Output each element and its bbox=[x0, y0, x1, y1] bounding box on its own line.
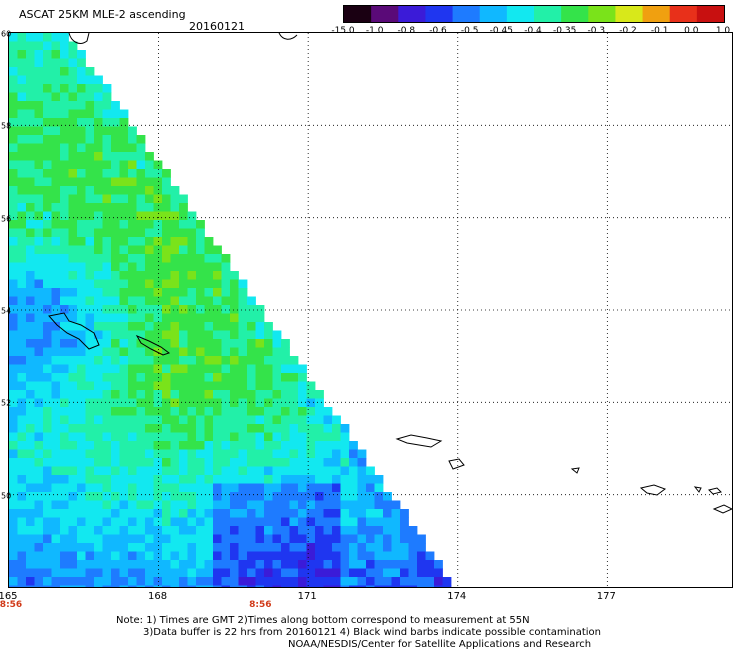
legend-label: 0.0 bbox=[684, 26, 699, 36]
color-scale-bar bbox=[343, 5, 725, 23]
product-title: ASCAT 25KM MLE-2 ascending bbox=[19, 8, 186, 21]
legend-swatch bbox=[534, 6, 562, 22]
time-label: 8:56 bbox=[249, 600, 272, 610]
legend-swatch bbox=[506, 6, 535, 22]
coastline-segment bbox=[395, 434, 443, 448]
legend-label: -0.8 bbox=[397, 26, 416, 36]
coastline-segment bbox=[570, 467, 580, 474]
coastline bbox=[48, 33, 732, 514]
legend-swatch bbox=[615, 6, 644, 22]
coastline-segment bbox=[448, 458, 465, 470]
legend-swatch bbox=[479, 6, 508, 22]
footer-note-3: NOAA/NESDIS/Center for Satellite Applica… bbox=[288, 639, 592, 650]
legend-swatch bbox=[425, 6, 454, 22]
longitude-label: 171 bbox=[297, 591, 317, 602]
product-date: 20160121 bbox=[189, 20, 245, 33]
longitude-label: 174 bbox=[447, 591, 467, 602]
swath-map bbox=[8, 32, 733, 588]
legend-label: -0.5 bbox=[460, 26, 479, 36]
latitude-label: 58 bbox=[1, 121, 12, 131]
legend-label: -0.2 bbox=[619, 26, 637, 36]
coastline-segment bbox=[693, 486, 702, 493]
legend-label: 1.0 bbox=[715, 26, 731, 36]
legend-swatch bbox=[344, 6, 372, 22]
legend-label: -0.1 bbox=[650, 26, 669, 36]
footer-note-1: Note: 1) Times are GMT 2)Times along bot… bbox=[116, 615, 530, 626]
legend-label: -0.3 bbox=[587, 26, 606, 36]
data-swath bbox=[9, 33, 452, 587]
legend-label: -0.45 bbox=[489, 26, 513, 36]
legend-swatch bbox=[588, 6, 616, 22]
legend-label: -1.0 bbox=[365, 26, 384, 36]
longitude-label: 177 bbox=[596, 591, 616, 602]
coastline-segment bbox=[48, 312, 100, 350]
legend-label: -0.35 bbox=[553, 26, 577, 36]
legend-label: -0.6 bbox=[429, 26, 447, 36]
legend-swatch bbox=[669, 6, 698, 22]
legend-swatch bbox=[398, 6, 426, 22]
legend-swatch bbox=[642, 6, 671, 22]
legend-swatch bbox=[452, 6, 481, 22]
lat-lon-grid bbox=[9, 33, 732, 587]
coastline-segment bbox=[135, 334, 171, 356]
coastline-segment bbox=[68, 33, 90, 44]
time-label: 8:56 bbox=[0, 600, 23, 610]
footer-note-2: 3)Data buffer is 22 hrs from 20160121 4)… bbox=[143, 627, 601, 638]
legend-label: -0.4 bbox=[524, 26, 542, 36]
coastline-segment bbox=[278, 33, 298, 40]
latitude-label: 50 bbox=[1, 491, 12, 501]
coastline-segment bbox=[712, 504, 732, 514]
legend-swatch bbox=[561, 6, 589, 22]
legend-label: -15.0 bbox=[331, 26, 355, 36]
longitude-label: 168 bbox=[148, 591, 168, 602]
legend-swatch bbox=[371, 6, 399, 22]
color-scale-labels: -15.0 -1.0 -0.8 -0.6 -0.5 -0.45 -0.4 -0.35 -0.3 -… bbox=[320, 26, 740, 38]
latitude-label: 56 bbox=[1, 214, 12, 224]
latitude-label: 54 bbox=[1, 306, 12, 316]
legend-swatch bbox=[696, 6, 724, 22]
latitude-label: 52 bbox=[1, 398, 12, 408]
coastline-segment bbox=[708, 487, 722, 495]
coastline-segment bbox=[639, 484, 667, 496]
longitude-label: 165 bbox=[0, 591, 18, 602]
latitude-label: 60 bbox=[1, 29, 12, 39]
